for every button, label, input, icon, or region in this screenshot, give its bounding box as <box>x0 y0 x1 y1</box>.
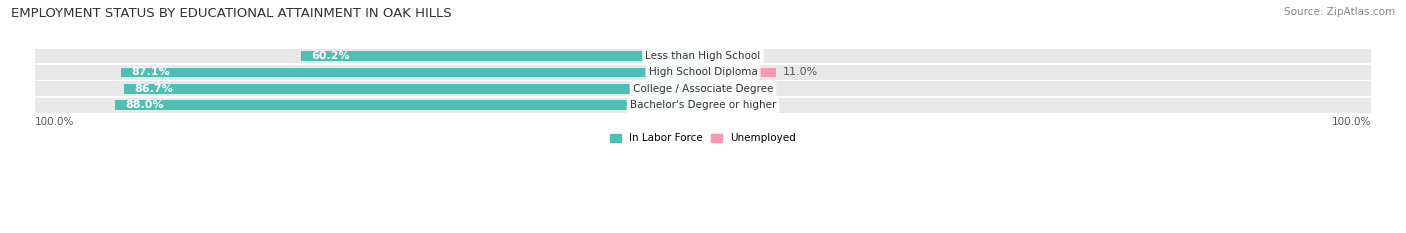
Bar <box>301 51 703 61</box>
Bar <box>121 68 703 77</box>
Text: 100.0%: 100.0% <box>35 117 75 127</box>
Bar <box>703 48 1371 63</box>
Text: College / Associate Degree: College / Associate Degree <box>633 84 773 94</box>
Text: 86.7%: 86.7% <box>134 84 173 94</box>
Text: High School Diploma: High School Diploma <box>648 67 758 77</box>
Text: 11.0%: 11.0% <box>783 67 818 77</box>
Text: 88.0%: 88.0% <box>125 100 163 110</box>
Text: EMPLOYMENT STATUS BY EDUCATIONAL ATTAINMENT IN OAK HILLS: EMPLOYMENT STATUS BY EDUCATIONAL ATTAINM… <box>11 7 451 20</box>
Text: 100.0%: 100.0% <box>1331 117 1371 127</box>
Text: Bachelor's Degree or higher: Bachelor's Degree or higher <box>630 100 776 110</box>
Bar <box>703 68 776 77</box>
Bar <box>115 100 703 110</box>
Text: 87.1%: 87.1% <box>131 67 170 77</box>
Bar <box>35 98 703 113</box>
Text: Less than High School: Less than High School <box>645 51 761 61</box>
Bar <box>703 82 1371 96</box>
Text: 0.0%: 0.0% <box>710 51 738 61</box>
Bar <box>703 65 1371 80</box>
Text: 60.2%: 60.2% <box>311 51 350 61</box>
Text: Source: ZipAtlas.com: Source: ZipAtlas.com <box>1284 7 1395 17</box>
Bar <box>703 98 1371 113</box>
Bar <box>35 48 703 63</box>
Bar <box>703 100 723 110</box>
Bar <box>35 82 703 96</box>
Bar <box>35 65 703 80</box>
Legend: In Labor Force, Unemployed: In Labor Force, Unemployed <box>606 129 800 147</box>
Text: 0.0%: 0.0% <box>710 84 738 94</box>
Bar <box>124 84 703 94</box>
Text: 2.9%: 2.9% <box>730 100 758 110</box>
